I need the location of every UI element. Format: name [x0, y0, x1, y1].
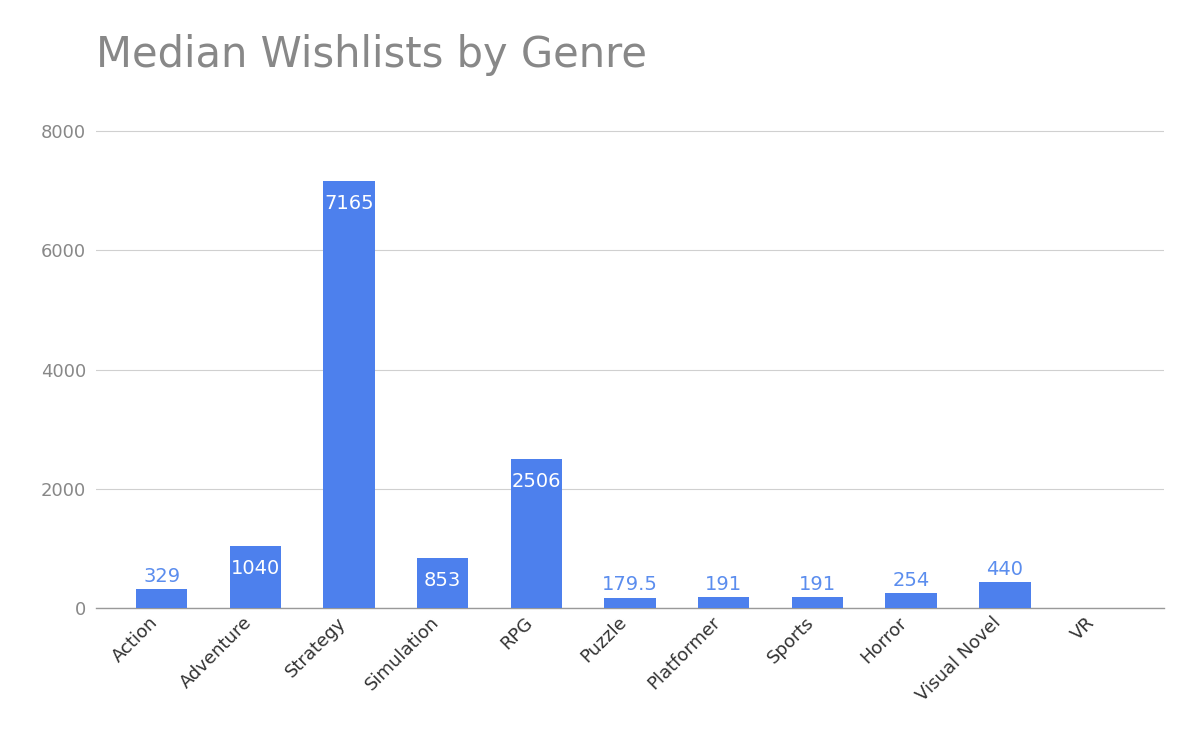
- Bar: [229, 546, 281, 608]
- Text: 853: 853: [424, 571, 461, 590]
- Bar: [886, 594, 937, 608]
- Bar: [323, 181, 374, 608]
- Bar: [136, 589, 187, 608]
- Bar: [979, 582, 1031, 608]
- Text: 7165: 7165: [324, 194, 373, 213]
- Text: Median Wishlists by Genre: Median Wishlists by Genre: [96, 34, 647, 76]
- Text: 1040: 1040: [230, 559, 280, 579]
- Text: 254: 254: [893, 571, 930, 590]
- Bar: [605, 598, 655, 608]
- Text: 2506: 2506: [511, 472, 562, 491]
- Text: 191: 191: [706, 575, 743, 594]
- Bar: [792, 597, 844, 608]
- Text: 440: 440: [986, 560, 1024, 579]
- Text: 329: 329: [143, 566, 180, 585]
- Text: 191: 191: [799, 575, 836, 594]
- Bar: [510, 459, 562, 608]
- Bar: [698, 597, 750, 608]
- Bar: [416, 557, 468, 608]
- Text: 179.5: 179.5: [602, 576, 658, 594]
